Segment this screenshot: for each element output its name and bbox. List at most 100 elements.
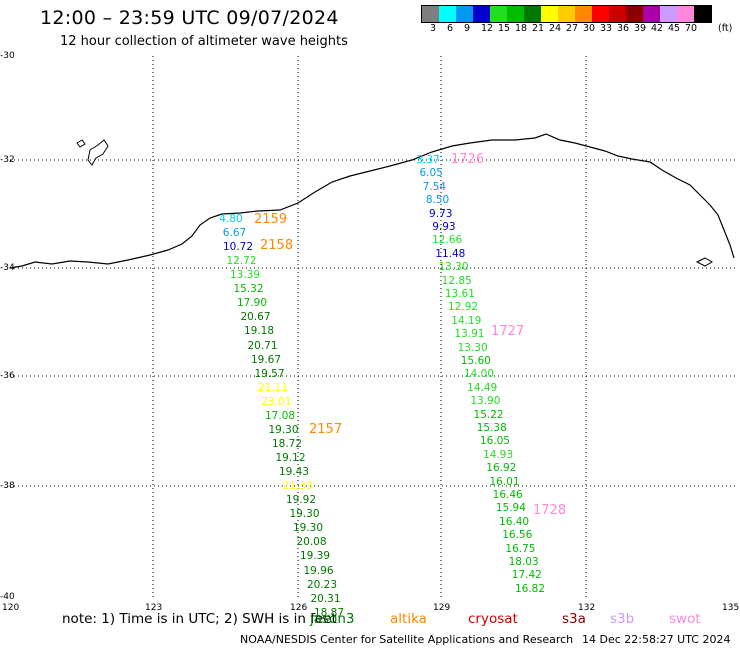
lat-label: -34: [0, 263, 15, 273]
lat-label: -36: [0, 371, 15, 381]
wave-height-value: 12.85: [441, 274, 472, 287]
legend-swatch: [575, 6, 592, 22]
legend-label: 45: [668, 23, 681, 34]
wave-height-value: 6.67: [222, 227, 247, 240]
wave-height-value: 20.23: [306, 578, 338, 591]
gridlines: [10, 56, 735, 598]
wave-height-value: 13.91: [454, 328, 485, 341]
pass-number: 2157: [309, 422, 343, 437]
island-coast: [695, 257, 714, 267]
satellite-s3a: s3a: [562, 611, 586, 627]
wave-height-value: 14.49: [467, 381, 498, 394]
wave-height-value: 20.08: [296, 536, 327, 549]
wave-height-value: 19.67: [250, 353, 282, 366]
legend-label: 24: [549, 23, 562, 34]
wave-height-value: 18.72: [271, 437, 303, 450]
legend-swatch: [439, 6, 456, 22]
pass-number: 1727: [491, 324, 525, 339]
wave-height-value: 18.03: [508, 556, 539, 568]
legend-swatch: [592, 6, 609, 22]
wave-height-value: 14.19: [451, 314, 482, 327]
wave-height-value: 21.11: [257, 381, 289, 394]
lon-label: 135: [722, 603, 740, 613]
lat-label: -30: [0, 51, 15, 61]
legend-swatch: [456, 6, 473, 22]
wave-height-value: 19.57: [254, 367, 285, 380]
wave-height-value: 6.05: [419, 167, 443, 180]
coastline: [9, 133, 735, 269]
satellite-cryosat: cryosat: [468, 611, 518, 627]
wave-height-value: 19.96: [303, 564, 334, 577]
wave-height-value: 12.92: [448, 301, 479, 314]
wave-height-value: 8.50: [425, 194, 450, 207]
wave-height-value: 19.43: [278, 466, 310, 479]
wave-height-value: 13.90: [470, 395, 501, 408]
wave-height-value: 20.71: [247, 339, 278, 352]
legend-swatch: [541, 6, 558, 22]
legend-label: 36: [617, 23, 630, 34]
legend-swatch: [694, 6, 711, 22]
legend-label: 39: [634, 23, 647, 34]
lon-label: 126: [290, 603, 308, 613]
wave-height-value: 19.30: [268, 423, 299, 436]
wave-height-value: 17.42: [511, 569, 542, 582]
wave-height-value: 13.30: [438, 261, 469, 274]
satellite-altika: altika: [390, 611, 427, 627]
wave-height-value: 21.33: [282, 480, 313, 493]
lon-label: 123: [145, 603, 163, 613]
legend-label: 12: [481, 23, 494, 34]
lon-label: 129: [433, 603, 451, 613]
wave-height-value: 16.05: [479, 435, 510, 448]
legend-swatch: [422, 6, 439, 22]
wave-height-value: 16.01: [489, 475, 520, 488]
legend-label: 70: [685, 23, 698, 34]
legend-label: 3: [430, 23, 437, 34]
legend-label: 21: [532, 23, 545, 34]
legend-unit: (ft): [718, 23, 733, 34]
lat-label: -32: [0, 155, 15, 165]
pass-number: 1728: [533, 503, 567, 518]
wave-height-value: 19.30: [289, 508, 320, 521]
wave-height-value: 16.56: [502, 529, 533, 542]
lon-label: 132: [578, 603, 596, 613]
wave-height-value: 18.87: [313, 606, 345, 619]
map-frame: [10, 56, 735, 598]
wave-height-value: 17.90: [236, 297, 268, 310]
lat-label: -38: [0, 481, 15, 491]
credit-line: NOAA/NESDIS Center for Satellite Applica…: [240, 633, 574, 646]
color-legend: [421, 5, 712, 23]
wave-height-value: 7.54: [422, 180, 447, 193]
wave-height-value: 19.39: [299, 550, 331, 563]
wave-height-value: 12.66: [432, 234, 463, 247]
legend-label: 15: [498, 23, 511, 34]
wave-height-value: 3.37: [416, 154, 440, 166]
legend-label: 42: [651, 23, 664, 34]
wave-height-value: 11.48: [435, 247, 466, 260]
wave-height-value: 15.32: [233, 283, 264, 296]
wave-height-value: 19.18: [243, 325, 275, 338]
generated-timestamp: 14 Dec 22:58:27 UTC 2024: [582, 633, 731, 646]
legend-label: 30: [583, 23, 596, 34]
legend-label: 33: [600, 23, 613, 34]
legend-swatch: [473, 6, 490, 22]
wave-height-value: 16.75: [505, 542, 536, 555]
satellite-swot: swot: [669, 611, 701, 627]
wave-height-value: 15.60: [460, 355, 491, 367]
wave-height-value: 19.12: [275, 452, 306, 465]
wave-height-value: 15.22: [473, 408, 504, 421]
wave-height-value: 16.82: [514, 582, 546, 595]
legend-swatch: [643, 6, 660, 22]
legend-swatch: [507, 6, 524, 22]
legend-label: 27: [566, 23, 579, 34]
legend-label: 9: [464, 23, 471, 34]
satellite-s3b: s3b: [610, 611, 635, 627]
wave-height-value: 14.93: [483, 448, 514, 461]
legend-label: 6: [447, 23, 454, 34]
wave-height-value: 16.40: [499, 515, 530, 528]
legend-swatch: [626, 6, 643, 22]
lat-label: -40: [0, 592, 15, 602]
legend-swatch: [524, 6, 541, 22]
wave-height-value: 20.67: [240, 311, 271, 324]
wave-height-value: 4.80: [219, 213, 243, 225]
